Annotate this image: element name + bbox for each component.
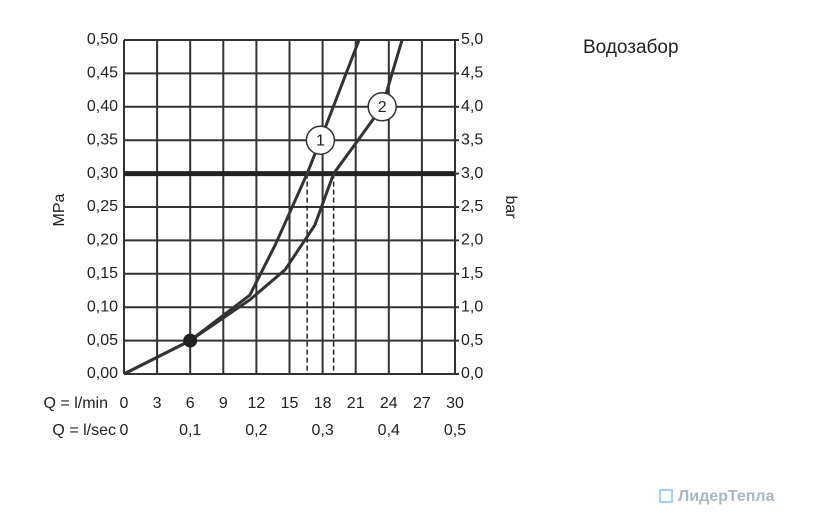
series-label: 1 (316, 132, 325, 149)
y2-tick-label: 5,0 (461, 31, 483, 48)
chart-title: Водозабор (583, 37, 679, 58)
y-tick-label: 0,30 (87, 165, 118, 182)
y-tick-label: 0,10 (87, 298, 118, 315)
y-tick-label: 0,35 (87, 131, 118, 148)
x-tick-label: 12 (248, 395, 266, 412)
y-tick-label: 0,45 (87, 65, 118, 82)
y2-axis-label: bar (502, 195, 519, 219)
x2-tick-label: 0,3 (311, 422, 333, 439)
x2-tick-label: 0 (120, 422, 129, 439)
series-label: 2 (378, 99, 387, 116)
x-axis-label: Q = l/min (44, 395, 108, 412)
x-tick-label: 24 (380, 395, 398, 412)
y2-tick-label: 1,0 (461, 298, 483, 315)
x-tick-label: 21 (347, 395, 365, 412)
y2-tick-label: 3,5 (461, 131, 483, 148)
y2-tick-label: 4,0 (461, 98, 483, 115)
x-tick-label: 27 (413, 395, 431, 412)
y2-tick-label: 2,0 (461, 232, 483, 249)
y-tick-label: 0,25 (87, 198, 118, 215)
y2-tick-label: 3,0 (461, 165, 483, 182)
y2-tick-label: 0,5 (461, 332, 483, 349)
x-tick-label: 9 (219, 395, 228, 412)
watermark-icon (659, 489, 673, 503)
x-tick-label: 15 (281, 395, 299, 412)
x2-tick-label: 0,5 (444, 422, 466, 439)
y-tick-label: 0,00 (87, 365, 118, 382)
x-tick-label: 0 (120, 395, 129, 412)
y-tick-label: 0,40 (87, 98, 118, 115)
x2-tick-label: 0,2 (245, 422, 267, 439)
y-tick-label: 0,15 (87, 265, 118, 282)
x-tick-label: 3 (153, 395, 162, 412)
y-tick-label: 0,50 (87, 31, 118, 48)
y-axis-label: MPa (51, 193, 68, 226)
watermark: ЛидерТепла (678, 488, 775, 505)
line (123, 39, 404, 376)
x-tick-label: 30 (446, 395, 464, 412)
series-label-circle (305, 125, 336, 155)
x2-tick-label: 0,1 (179, 422, 201, 439)
y-tick-label: 0,20 (87, 232, 118, 249)
marker (183, 333, 198, 348)
series-label-circle (367, 92, 397, 122)
y2-tick-label: 2,5 (461, 198, 483, 215)
y2-tick-label: 1,5 (461, 265, 483, 282)
x-tick-label: 18 (314, 395, 332, 412)
y2-tick-label: 4,5 (461, 65, 483, 82)
x2-tick-label: 0,4 (378, 422, 400, 439)
x-tick-label: 6 (186, 395, 195, 412)
y-tick-label: 0,05 (87, 332, 118, 349)
y2-tick-label: 0,0 (461, 365, 483, 382)
x2-axis-label: Q = l/sec (52, 422, 116, 439)
